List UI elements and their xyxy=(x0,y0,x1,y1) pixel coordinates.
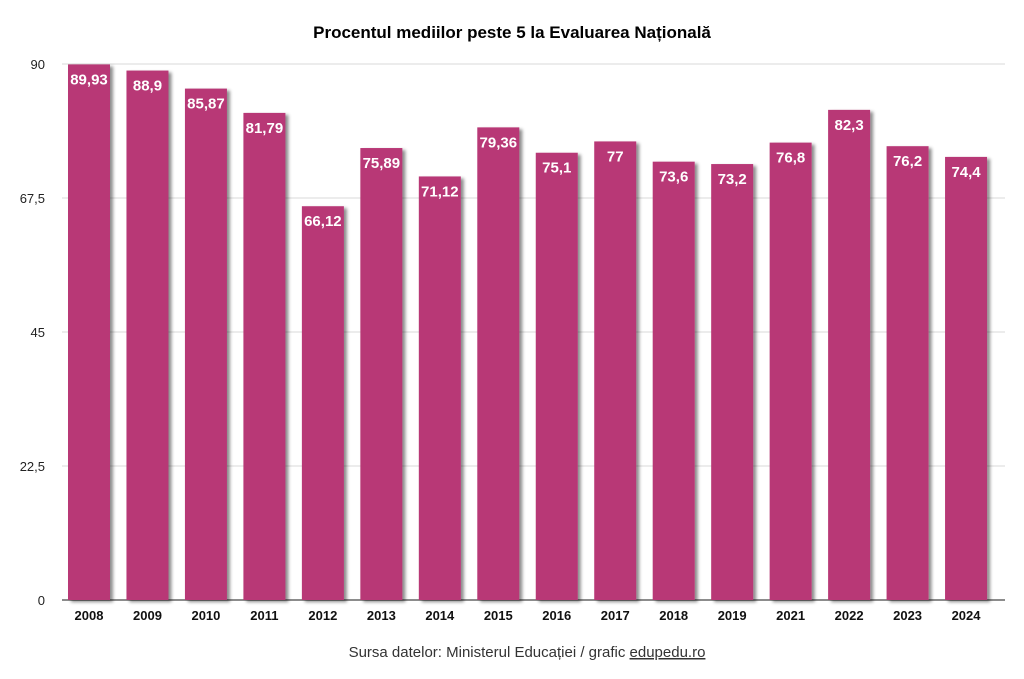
bar-2023 xyxy=(886,146,929,601)
bar-2013 xyxy=(360,148,403,600)
data-label: 76,2 xyxy=(893,153,922,170)
bar-2017 xyxy=(594,141,637,600)
x-tick-label: 2018 xyxy=(659,608,688,623)
bar-2015 xyxy=(477,127,520,600)
bar-2016 xyxy=(535,152,578,600)
bar-2011 xyxy=(243,112,286,600)
bar-2008 xyxy=(68,64,110,601)
x-tick-label: 2012 xyxy=(308,608,337,623)
data-label: 75,1 xyxy=(542,160,571,177)
x-tick-label: 2013 xyxy=(367,608,396,623)
x-tick-label: 2019 xyxy=(718,608,747,623)
x-tick-label: 2022 xyxy=(835,608,864,623)
data-label: 82,3 xyxy=(835,117,864,134)
x-tick-label: 2016 xyxy=(542,608,571,623)
y-tick-label: 0 xyxy=(38,593,45,608)
bar-2022 xyxy=(828,109,871,600)
data-label: 75,89 xyxy=(363,155,401,172)
source-note: Sursa datelor: Ministerul Educației / gr… xyxy=(349,644,706,661)
y-tick-label: 90 xyxy=(31,57,45,72)
x-tick-label: 2008 xyxy=(75,608,104,623)
bar-2018 xyxy=(652,161,695,600)
data-label: 66,12 xyxy=(304,213,342,230)
bar-2024 xyxy=(945,156,988,600)
x-tick-label: 2011 xyxy=(250,608,278,623)
x-tick-label: 2023 xyxy=(893,608,922,623)
y-tick-label: 67,5 xyxy=(20,191,45,206)
x-tick-label: 2015 xyxy=(484,608,513,623)
bar-2014 xyxy=(418,176,461,600)
data-label: 81,79 xyxy=(246,120,284,137)
data-label: 89,93 xyxy=(70,71,108,88)
data-label: 71,12 xyxy=(421,183,459,200)
bar-2009 xyxy=(126,70,169,601)
x-tick-label: 2021 xyxy=(776,608,805,623)
data-label: 79,36 xyxy=(480,134,518,151)
data-label: 77 xyxy=(607,148,624,165)
data-label: 76,8 xyxy=(776,150,805,167)
x-tick-label: 2017 xyxy=(601,608,630,623)
x-tick-label: 2014 xyxy=(425,608,455,623)
data-label: 85,87 xyxy=(187,96,225,113)
x-tick-label: 2024 xyxy=(952,608,982,623)
x-tick-label: 2009 xyxy=(133,608,162,623)
data-label: 73,2 xyxy=(718,171,747,188)
y-tick-label: 45 xyxy=(31,325,45,340)
bar-2012 xyxy=(301,206,344,600)
data-label: 74,4 xyxy=(951,164,981,181)
x-tick-label: 2010 xyxy=(191,608,220,623)
y-tick-label: 22,5 xyxy=(20,459,45,474)
data-label: 73,6 xyxy=(659,169,688,186)
bar-2019 xyxy=(711,164,754,600)
source-text: Sursa datelor: Ministerul Educației / gr… xyxy=(349,644,630,661)
bar-2021 xyxy=(769,142,812,600)
bar-2010 xyxy=(184,88,227,601)
chart-title: Procentul mediilor peste 5 la Evaluarea … xyxy=(313,23,711,42)
data-label: 88,9 xyxy=(133,78,162,95)
source-link[interactable]: edupedu.ro xyxy=(630,644,706,661)
